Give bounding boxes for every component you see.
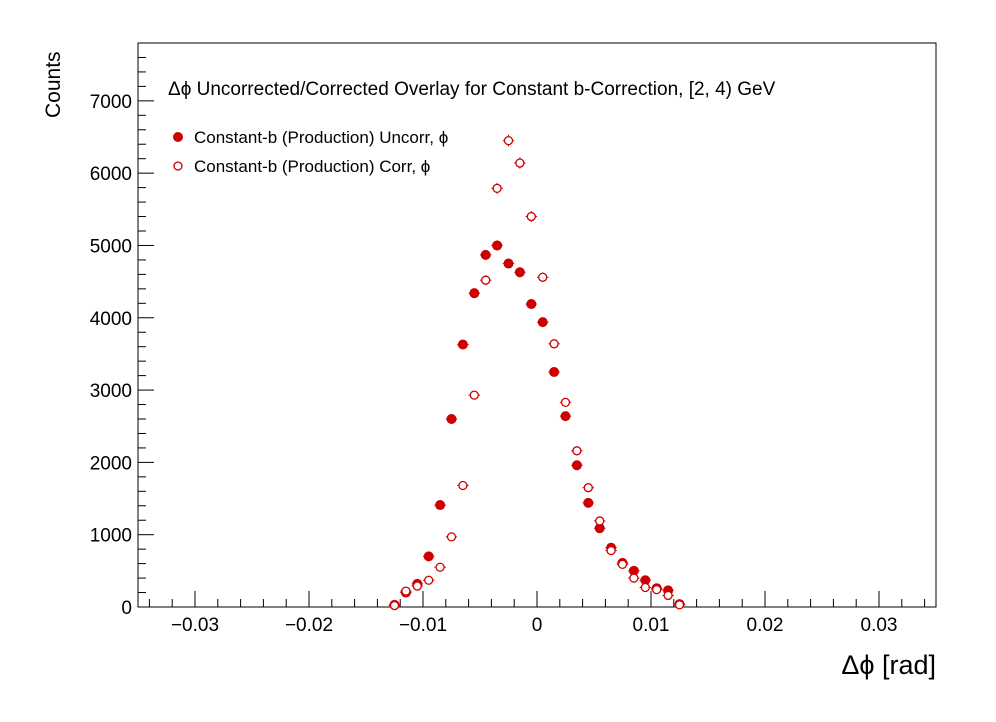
data-point-corr [424, 575, 434, 585]
legend-marker-uncorr [173, 132, 183, 142]
data-points [389, 135, 685, 611]
data-point-corr [435, 562, 445, 572]
x-axis-title: Δϕ [rad] [841, 650, 936, 680]
data-point-corr [401, 586, 411, 596]
data-point-corr [515, 158, 525, 168]
data-point-corr [492, 183, 502, 193]
y-tick-label: 3000 [90, 381, 132, 402]
data-point-corr [412, 581, 422, 591]
data-point-corr [549, 339, 559, 349]
y-axis-ticks: 0 1000 2000 3000 4000 5000 6000 7000 [90, 42, 154, 619]
data-point-corr [389, 600, 400, 611]
data-point-uncorr [514, 267, 525, 278]
data-point-corr [560, 397, 571, 408]
data-point-corr [640, 582, 650, 593]
data-point-corr [538, 272, 548, 282]
data-point-uncorr [480, 249, 491, 260]
data-point-uncorr [560, 411, 571, 422]
data-point-uncorr [457, 339, 468, 350]
data-point-corr [526, 211, 536, 222]
data-point-corr [481, 275, 491, 285]
data-point-corr [617, 559, 628, 569]
x-tick-label: −0.02 [285, 615, 333, 636]
data-point-corr [458, 480, 468, 491]
data-point-corr [583, 483, 593, 493]
y-tick-label: 0 [121, 598, 132, 619]
data-point-uncorr [446, 414, 457, 424]
x-tick-label: 0 [532, 615, 543, 636]
data-point-uncorr [492, 240, 503, 251]
data-point-uncorr [435, 500, 446, 511]
data-point-uncorr [423, 551, 434, 562]
data-point-corr [503, 135, 514, 146]
chart-title: Δϕ Uncorrected/Corrected Overlay for Con… [168, 79, 776, 100]
data-point-corr [606, 545, 616, 556]
y-tick-label: 1000 [90, 526, 132, 547]
x-tick-label: 0.01 [633, 615, 670, 636]
data-point-uncorr [469, 288, 480, 299]
y-tick-label: 2000 [90, 453, 132, 474]
data-point-corr [446, 532, 457, 542]
error-bars [388, 134, 686, 607]
legend-marker-corr [173, 161, 183, 171]
x-tick-label: 0.03 [861, 615, 898, 636]
data-point-corr [595, 516, 605, 526]
data-point-corr [663, 590, 673, 601]
data-point-corr [652, 584, 662, 595]
legend: Constant-b (Production) Uncorr, ϕ Consta… [173, 128, 448, 176]
data-point-uncorr [549, 367, 560, 377]
data-point-corr [629, 573, 639, 583]
y-tick-label: 5000 [90, 236, 132, 257]
legend-label-uncorr: Constant-b (Production) Uncorr, ϕ [194, 128, 448, 147]
y-tick-label: 7000 [90, 92, 132, 113]
data-point-corr [572, 446, 582, 456]
data-point-uncorr [503, 258, 514, 269]
x-tick-label: −0.01 [399, 615, 447, 636]
y-tick-label: 6000 [90, 164, 132, 185]
data-point-uncorr [583, 497, 594, 508]
data-point-corr [469, 390, 479, 400]
x-tick-label: 0.02 [747, 615, 784, 636]
y-axis-title: Counts [42, 51, 65, 118]
data-point-uncorr [537, 317, 548, 328]
data-point-corr [674, 600, 685, 610]
y-tick-label: 4000 [90, 309, 132, 330]
data-point-uncorr [571, 460, 582, 471]
x-tick-label: −0.03 [171, 615, 219, 636]
legend-label-corr: Constant-b (Production) Corr, ϕ [194, 157, 430, 176]
x-axis-ticks: −0.03 −0.02 −0.01 0 0.01 0.02 0.03 [148, 591, 926, 636]
data-point-uncorr [526, 299, 537, 310]
